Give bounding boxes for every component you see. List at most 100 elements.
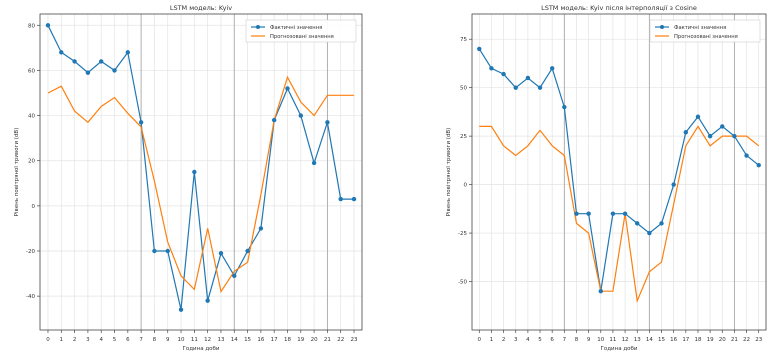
y-tick-label: 75 — [460, 37, 467, 43]
y-axis-label: Рівень повітряної тривоги (dB) — [446, 128, 452, 217]
y-tick-label: 60 — [28, 68, 35, 74]
series-line-1 — [478, 48, 760, 292]
y-tick-label: 40 — [28, 114, 35, 120]
data-point — [489, 66, 494, 71]
data-point — [125, 50, 131, 55]
x-tick-label: 19 — [297, 337, 304, 343]
x-tick-label: 22 — [743, 337, 750, 343]
data-point — [720, 124, 725, 129]
data-point — [271, 117, 277, 123]
data-point — [647, 230, 652, 236]
x-tick-label: 2 — [73, 337, 77, 343]
x-tick-label: 5 — [538, 337, 542, 343]
x-tick-label: 1 — [490, 337, 494, 343]
x-tick-label: 22 — [337, 337, 344, 343]
x-tick-label: 9 — [166, 337, 170, 343]
x-tick-label: 18 — [694, 337, 701, 343]
chart-title: LSTM модель: Kyiv після інтерполяції з C… — [541, 4, 697, 12]
plot-frame — [39, 13, 363, 331]
data-point — [537, 85, 543, 90]
x-axis-label: Година доби — [601, 346, 638, 352]
x-tick-label: 0 — [46, 337, 50, 343]
legend: Фактичні значення Прогнозовані значення — [245, 19, 357, 43]
data-point — [325, 120, 330, 125]
data-point — [622, 211, 628, 216]
data-point — [245, 248, 250, 254]
y-tick-label: 20 — [28, 159, 35, 165]
x-tick-label: 8 — [153, 337, 157, 343]
x-tick-label: 12 — [622, 337, 629, 343]
data-point — [112, 68, 117, 73]
data-point — [586, 211, 591, 216]
data-point — [178, 307, 184, 312]
x-tick-label: 1 — [60, 337, 64, 343]
x-tick-label: 20 — [719, 337, 726, 343]
x-tick-label: 10 — [178, 337, 185, 343]
x-tick-label: 21 — [731, 337, 738, 343]
data-point — [513, 85, 518, 90]
plot-area — [472, 14, 766, 330]
legend-box — [245, 19, 357, 43]
data-point — [744, 153, 749, 158]
y-tick-label: 25 — [460, 134, 467, 140]
x-tick-label: 6 — [126, 337, 130, 343]
series-line-1 — [47, 25, 354, 310]
x-tick-label: 13 — [634, 337, 641, 343]
x-tick-label: 14 — [646, 337, 653, 343]
legend: Фактичні значення Прогнозовані значення — [649, 19, 761, 43]
y-tick-label: 50 — [460, 86, 467, 92]
data-point — [659, 221, 664, 226]
x-tick-label: 23 — [351, 337, 358, 343]
data-point — [45, 23, 51, 28]
x-tick-label: 11 — [609, 337, 616, 343]
y-tick-label: -20 — [26, 249, 35, 255]
x-tick-label: 11 — [191, 337, 198, 343]
data-point — [549, 66, 555, 71]
x-tick-label: 17 — [271, 337, 278, 343]
legend-label: Фактичні значення — [674, 25, 726, 31]
x-tick-label: 3 — [514, 337, 518, 343]
legend-box — [649, 19, 761, 43]
data-point — [635, 221, 640, 226]
legend-label: Фактичні значення — [270, 25, 322, 31]
data-point — [732, 133, 737, 139]
plot-frame — [471, 13, 767, 331]
x-tick-label: 7 — [563, 337, 567, 343]
x-tick-label: 0 — [478, 337, 482, 343]
data-point — [351, 196, 357, 202]
x-tick-label: 20 — [311, 337, 318, 343]
x-tick-label: 2 — [502, 337, 506, 343]
x-tick-label: 21 — [324, 337, 331, 343]
data-point — [562, 104, 567, 110]
data-point — [85, 70, 91, 75]
legend-marker — [256, 25, 260, 29]
plot-area — [40, 14, 362, 330]
x-axis-label: Година доби — [183, 346, 220, 352]
data-point — [598, 289, 603, 294]
data-point — [695, 114, 701, 119]
data-point — [671, 182, 676, 187]
data-point — [574, 211, 579, 216]
x-tick-label: 15 — [244, 337, 251, 343]
series-line-2 — [479, 125, 760, 304]
chart-1: 0 1 2 3 4 5 6 7 8 9 10 11 12 13 14 15 16 17 18 19 20 21 22 23-4… — [14, 4, 363, 352]
legend-label: Прогнозовані значення — [270, 34, 334, 40]
x-tick-label: 6 — [550, 337, 554, 343]
data-point — [218, 251, 224, 256]
y-tick-label: -25 — [458, 231, 467, 237]
y-tick-label: 0 — [464, 183, 468, 189]
data-point — [152, 248, 157, 254]
data-point — [59, 50, 64, 55]
data-point — [610, 211, 616, 216]
x-tick-label: 3 — [86, 337, 90, 343]
data-point — [205, 298, 210, 303]
data-point — [338, 196, 343, 202]
data-point — [311, 160, 317, 166]
data-point — [285, 86, 290, 91]
x-tick-label: 7 — [139, 337, 143, 343]
data-point — [138, 120, 144, 125]
data-point — [707, 133, 713, 139]
data-point — [232, 273, 237, 279]
